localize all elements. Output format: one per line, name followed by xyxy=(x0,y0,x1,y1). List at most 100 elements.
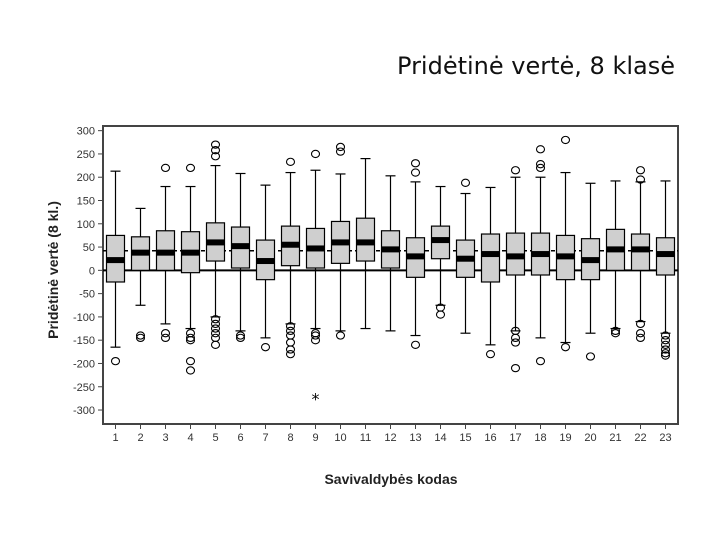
x-axis-label: Savivaldybės kodas xyxy=(324,471,457,487)
outlier-point xyxy=(160,333,171,343)
x-tick-label: 2 xyxy=(137,432,143,444)
outlier-point xyxy=(260,343,271,352)
median-bar xyxy=(206,239,225,246)
outlier-point xyxy=(210,319,221,329)
outlier-point xyxy=(335,147,346,156)
outlier-point xyxy=(185,333,196,343)
median-bar xyxy=(406,253,425,260)
outlier-point xyxy=(160,163,171,173)
outlier-point xyxy=(560,343,571,352)
x-tick-label: 15 xyxy=(459,432,471,444)
y-axis-label: Pridėtinė vertė (8 kl.) xyxy=(45,201,61,339)
median-bar xyxy=(606,246,625,253)
box-group xyxy=(480,186,501,359)
x-tick-label: 22 xyxy=(634,432,646,444)
x-tick-label: 9 xyxy=(312,432,318,444)
outlier-point xyxy=(410,159,421,168)
outlier-point xyxy=(210,329,221,338)
y-tick-label: -150 xyxy=(73,335,95,347)
outlier-point xyxy=(535,145,546,154)
y-tick-label: -300 xyxy=(73,405,95,417)
median-bar xyxy=(356,239,375,246)
outlier-point xyxy=(435,310,446,319)
outlier-point xyxy=(660,331,671,340)
outlier-point xyxy=(310,331,321,340)
outlier-point xyxy=(110,356,121,366)
box-group xyxy=(280,157,301,359)
median-bar xyxy=(181,249,200,256)
median-bar xyxy=(131,249,150,256)
box-group: * xyxy=(305,149,326,408)
outlier-point xyxy=(585,352,596,361)
box-group xyxy=(330,142,351,340)
box-group xyxy=(455,178,476,334)
box-group xyxy=(130,207,151,343)
outlier-point xyxy=(235,331,246,340)
y-tick-label: -200 xyxy=(73,358,95,370)
x-tick-label: 21 xyxy=(609,432,621,444)
outlier-point xyxy=(635,319,646,329)
box-group xyxy=(180,163,201,375)
median-bar xyxy=(281,241,300,248)
median-bar xyxy=(581,257,600,264)
y-tick-label: -100 xyxy=(73,312,95,324)
box-group xyxy=(355,157,376,330)
median-bar xyxy=(256,258,275,265)
box-group xyxy=(630,166,651,343)
median-bar xyxy=(331,239,350,246)
y-tick-label: -50 xyxy=(79,289,95,301)
outlier-point xyxy=(510,333,521,343)
x-tick-label: 4 xyxy=(187,432,193,444)
box-group xyxy=(205,140,226,349)
box-group xyxy=(230,172,251,343)
outlier-point xyxy=(660,345,671,354)
median-bar xyxy=(106,257,125,264)
outlier-point xyxy=(485,350,496,359)
outlier-point xyxy=(535,163,546,173)
y-tick-label: 250 xyxy=(77,149,95,161)
x-tick-label: 16 xyxy=(484,432,496,444)
y-tick-label: 50 xyxy=(83,242,95,254)
outlier-point xyxy=(660,340,671,349)
outlier-point xyxy=(185,366,196,375)
median-bar xyxy=(656,251,675,258)
x-tick-label: 11 xyxy=(360,432,371,444)
box-group xyxy=(555,135,576,352)
y-tick-label: 200 xyxy=(77,172,95,184)
outlier-point xyxy=(460,178,471,187)
outlier-point xyxy=(335,331,346,340)
outlier-point xyxy=(185,163,196,173)
x-tick-label: 13 xyxy=(409,432,421,444)
box-group xyxy=(605,180,626,338)
box-group xyxy=(580,182,601,361)
y-tick-label: 150 xyxy=(77,196,95,208)
x-tick-label: 17 xyxy=(509,432,521,444)
box-group xyxy=(430,185,451,319)
outlier-point xyxy=(135,333,146,343)
median-bar xyxy=(231,243,250,250)
outlier-point xyxy=(285,345,296,354)
outlier-point xyxy=(210,146,221,155)
outlier-point xyxy=(210,140,221,149)
box-group xyxy=(105,170,126,366)
extreme-outlier-star: * xyxy=(312,389,320,408)
box-group xyxy=(380,175,401,332)
outlier-point xyxy=(410,340,421,349)
outlier-point xyxy=(660,349,671,358)
outlier-point xyxy=(210,315,221,324)
median-bar xyxy=(506,253,525,260)
outlier-point xyxy=(635,333,646,343)
x-tick-label: 6 xyxy=(237,432,243,444)
outlier-point xyxy=(185,356,196,366)
outlier-point xyxy=(285,350,296,359)
median-bar xyxy=(481,251,500,258)
outlier-point xyxy=(285,157,296,167)
outlier-point xyxy=(560,135,571,145)
y-tick-label: 300 xyxy=(77,126,95,138)
outlier-point xyxy=(235,333,246,343)
median-bar xyxy=(456,255,475,262)
median-bar xyxy=(431,237,450,244)
outlier-point xyxy=(610,326,621,336)
outlier-point xyxy=(610,329,621,338)
